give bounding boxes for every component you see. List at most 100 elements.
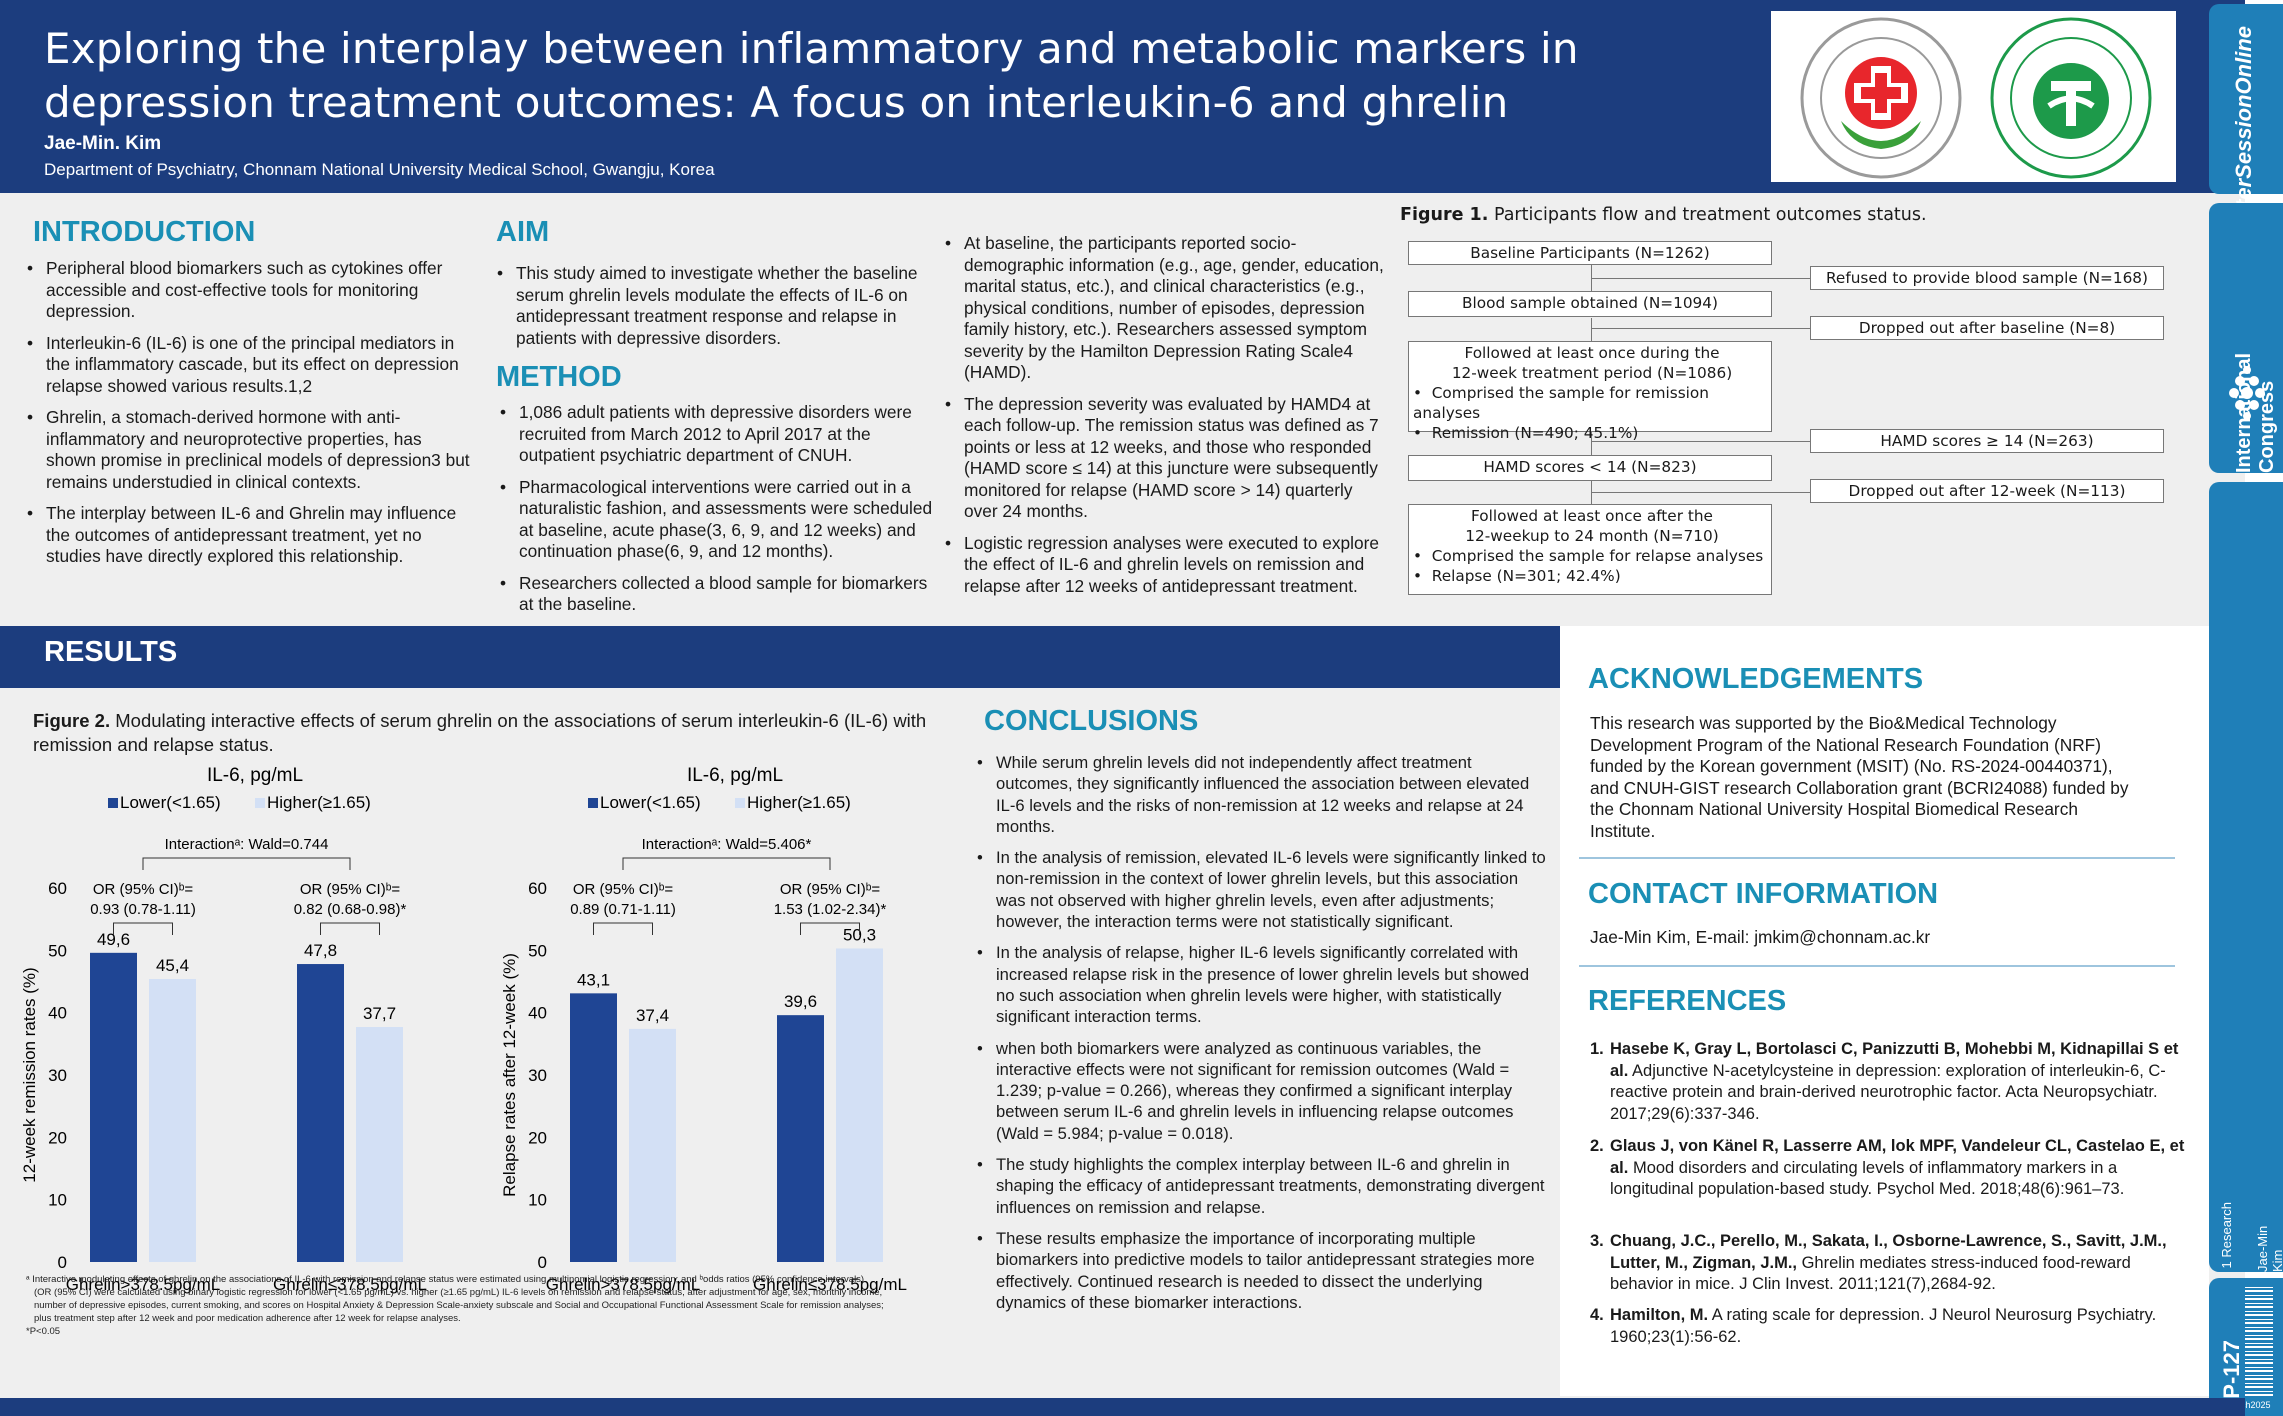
right-panel bbox=[1560, 626, 2209, 1396]
x-tick-label: Ghrelin≤378.5pg/mL bbox=[273, 1275, 427, 1294]
chart-title: IL-6, pg/mL bbox=[687, 765, 783, 786]
data-label: 47,8 bbox=[304, 941, 337, 960]
sidebar-congress-tab: International Congress bbox=[2209, 203, 2283, 473]
y-tick-label: 20 bbox=[528, 1128, 547, 1147]
list-item: when both biomarkers were analyzed as co… bbox=[976, 1038, 1546, 1144]
intro-heading: INTRODUCTION bbox=[33, 216, 256, 248]
aim-heading: AIM bbox=[496, 216, 550, 248]
bar bbox=[777, 1015, 824, 1262]
flow-box-followed-12w: Followed at least once during the 12-wee… bbox=[1408, 341, 1772, 442]
y-tick-label: 30 bbox=[48, 1066, 67, 1085]
bottom-bar bbox=[0, 1398, 2245, 1416]
figure1-caption: Figure 1. Participants flow and treatmen… bbox=[1400, 205, 1927, 225]
bar bbox=[356, 1027, 403, 1262]
list-item: In the analysis of relapse, higher IL-6 … bbox=[976, 942, 1546, 1027]
y-tick-label: 50 bbox=[48, 941, 67, 960]
x-tick-label: Ghrelin>378.5pg/mL bbox=[546, 1275, 701, 1294]
flow-connector bbox=[1591, 278, 1810, 279]
x-tick-label: Ghrelin≤378.5pg/mL bbox=[753, 1275, 907, 1294]
affiliation: Department of Psychiatry, Chonnam Nation… bbox=[44, 160, 715, 179]
method-list: 1,086 adult patients with depressive dis… bbox=[499, 402, 944, 626]
hospital-logo bbox=[1800, 17, 1962, 179]
legend-swatch bbox=[735, 798, 745, 808]
y-tick-label: 0 bbox=[538, 1253, 547, 1272]
results-banner bbox=[0, 626, 1560, 688]
reference-item: 3. Chuang, J.C., Perello, M., Sakata, I.… bbox=[1590, 1232, 2167, 1293]
flow-connector bbox=[1591, 441, 1810, 442]
flow-connector bbox=[1591, 492, 1810, 493]
data-label: 43,1 bbox=[577, 970, 610, 989]
data-label: 39,6 bbox=[784, 992, 817, 1011]
list-item: While serum ghrelin levels did not indep… bbox=[976, 752, 1546, 837]
y-tick-label: 10 bbox=[48, 1191, 67, 1210]
sidebar-brand-tab: PosterSessionOnline bbox=[2209, 4, 2283, 247]
sidebar-id-tab: P-127 RCPsych2025 bbox=[2209, 1278, 2283, 1416]
legend-label: Higher(≥1.65) bbox=[747, 793, 851, 812]
acknowledgements-text: This research was supported by the Bio&M… bbox=[1590, 713, 2129, 841]
method-list-2: At baseline, the participants reported s… bbox=[944, 233, 1384, 607]
list-item: Peripheral blood biomarkers such as cyto… bbox=[26, 258, 476, 323]
data-label: 49,6 bbox=[97, 930, 130, 949]
y-axis-label: 12-week remission rates (%) bbox=[20, 967, 39, 1182]
intro-bullet-text: Interleukin-6 (IL-6) is one of the princ… bbox=[46, 332, 459, 396]
y-tick-label: 60 bbox=[528, 879, 547, 898]
list-item: Interleukin-6 (IL-6) is one of the princ… bbox=[26, 333, 476, 398]
flow-box-hamd-low: HAMD scores < 14 (N=823) bbox=[1408, 455, 1772, 481]
chart-title: IL-6, pg/mL bbox=[207, 765, 303, 786]
interaction-label: Interactionᵃ: Wald=5.406* bbox=[642, 836, 812, 853]
x-tick-label: Ghrelin>378.5pg/mL bbox=[66, 1275, 221, 1294]
legend-swatch bbox=[108, 798, 118, 808]
flow-connector bbox=[1591, 264, 1592, 294]
method-heading: METHOD bbox=[496, 361, 622, 393]
list-item: The interplay between IL-6 and Ghrelin m… bbox=[26, 503, 476, 568]
data-label: 45,4 bbox=[156, 956, 189, 975]
or-bracket bbox=[320, 922, 380, 935]
y-tick-label: 10 bbox=[528, 1191, 547, 1210]
interaction-bracket bbox=[622, 857, 831, 870]
y-tick-label: 30 bbox=[528, 1066, 547, 1085]
bar bbox=[149, 979, 196, 1262]
flow-connector bbox=[1591, 328, 1810, 329]
remission-chart: IL-6, pg/mL Lower(<1.65) Higher(≥1.65) 12-w… bbox=[20, 765, 427, 1294]
divider bbox=[1579, 857, 2175, 859]
y-tick-label: 40 bbox=[48, 1004, 67, 1023]
bar bbox=[90, 952, 137, 1262]
or-value: 1.53 (1.02-2.34)* bbox=[774, 901, 887, 918]
results-heading: RESULTS bbox=[44, 636, 178, 668]
flow-box-dropped-baseline: Dropped out after baseline (N=8) bbox=[1810, 316, 2164, 340]
flow-box-blood: Blood sample obtained (N=1094) bbox=[1408, 291, 1772, 317]
bar bbox=[836, 948, 883, 1262]
sidebar-tag-2: Jae-Min Kim bbox=[2255, 1225, 2283, 1272]
list-item: 1,086 adult patients with depressive dis… bbox=[499, 402, 944, 467]
flow-box-baseline: Baseline Participants (N=1262) bbox=[1408, 241, 1772, 265]
poster-title: Exploring the interplay between inflamma… bbox=[44, 24, 1579, 127]
list-item: In the analysis of remission, elevated I… bbox=[976, 847, 1546, 932]
y-axis-label: Relapse rates after 12-week (%) bbox=[500, 953, 519, 1197]
interaction-label: Interactionᵃ: Wald=0.744 bbox=[165, 836, 329, 853]
university-logos bbox=[1800, 17, 2152, 179]
contact-heading: CONTACT INFORMATION bbox=[1588, 878, 1939, 910]
congress-logo-icon bbox=[2229, 366, 2265, 420]
figure2-footnotes: ᵃ Interactive modulating effects of ghre… bbox=[26, 1274, 884, 1337]
acknowledgements-heading: ACKNOWLEDGEMENTS bbox=[1588, 663, 1924, 695]
list-item: The study highlights the complex interpl… bbox=[976, 1154, 1546, 1218]
list-item: The depression severity was evaluated by… bbox=[944, 394, 1384, 523]
or-bracket bbox=[593, 922, 653, 935]
or-label: OR (95% CI)ᵇ= bbox=[93, 881, 194, 898]
or-label: OR (95% CI)ᵇ= bbox=[780, 881, 881, 898]
poster-id: P-127 bbox=[2219, 1340, 2244, 1399]
figure2-caption: Figure 2. Modulating interactive effects… bbox=[33, 710, 927, 755]
y-tick-label: 40 bbox=[528, 1004, 547, 1023]
or-label: OR (95% CI)ᵇ= bbox=[300, 881, 401, 898]
divider bbox=[1579, 965, 2175, 967]
y-tick-label: 0 bbox=[58, 1253, 67, 1272]
legend-label: Higher(≥1.65) bbox=[267, 793, 371, 812]
conclusions-list: While serum ghrelin levels did not indep… bbox=[976, 752, 1546, 1323]
barcode-icon bbox=[2245, 1286, 2273, 1396]
sidebar-tag-1: 1 Research bbox=[2219, 1202, 2234, 1269]
bar bbox=[570, 993, 617, 1262]
y-tick-label: 60 bbox=[48, 879, 67, 898]
intro-list: Peripheral blood biomarkers such as cyto… bbox=[26, 258, 476, 578]
flow-box-dropped-12w: Dropped out after 12-week (N=113) bbox=[1810, 479, 2164, 503]
legend-swatch bbox=[588, 798, 598, 808]
